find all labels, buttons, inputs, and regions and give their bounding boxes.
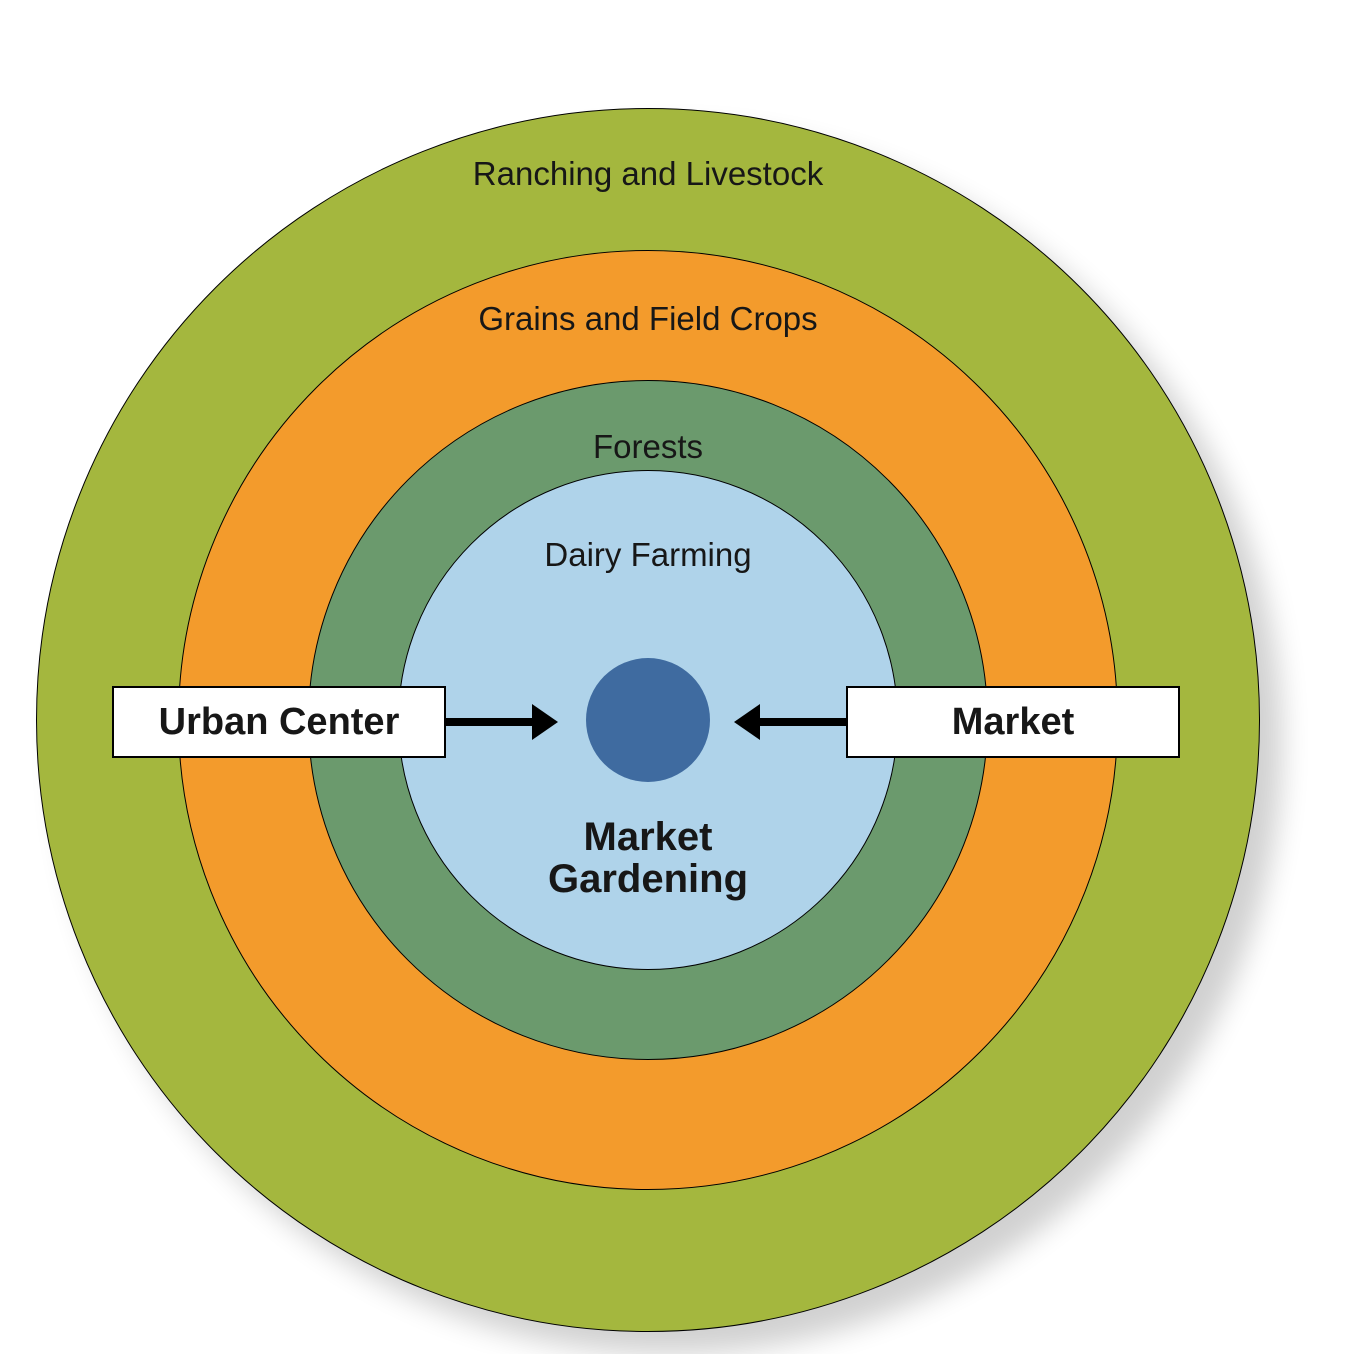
ring-label-ranching: Ranching and Livestock — [473, 155, 823, 193]
callout-urban-center-label: Urban Center — [159, 701, 400, 744]
center-label-market-gardening: Market Gardening — [548, 816, 748, 900]
arrow-right-line — [760, 718, 846, 726]
ring-label-grains: Grains and Field Crops — [478, 300, 817, 338]
callout-urban-center: Urban Center — [112, 686, 446, 758]
center-dot — [586, 658, 710, 782]
ring-label-forests: Forests — [593, 428, 703, 466]
callout-market: Market — [846, 686, 1180, 758]
ring-label-dairy: Dairy Farming — [544, 536, 751, 574]
arrow-left-line — [446, 718, 532, 726]
callout-market-label: Market — [952, 701, 1075, 744]
arrow-right-head-icon — [734, 704, 760, 740]
diagram-stage: Ranching and Livestock Grains and Field … — [0, 0, 1350, 1350]
arrow-left-head-icon — [532, 704, 558, 740]
